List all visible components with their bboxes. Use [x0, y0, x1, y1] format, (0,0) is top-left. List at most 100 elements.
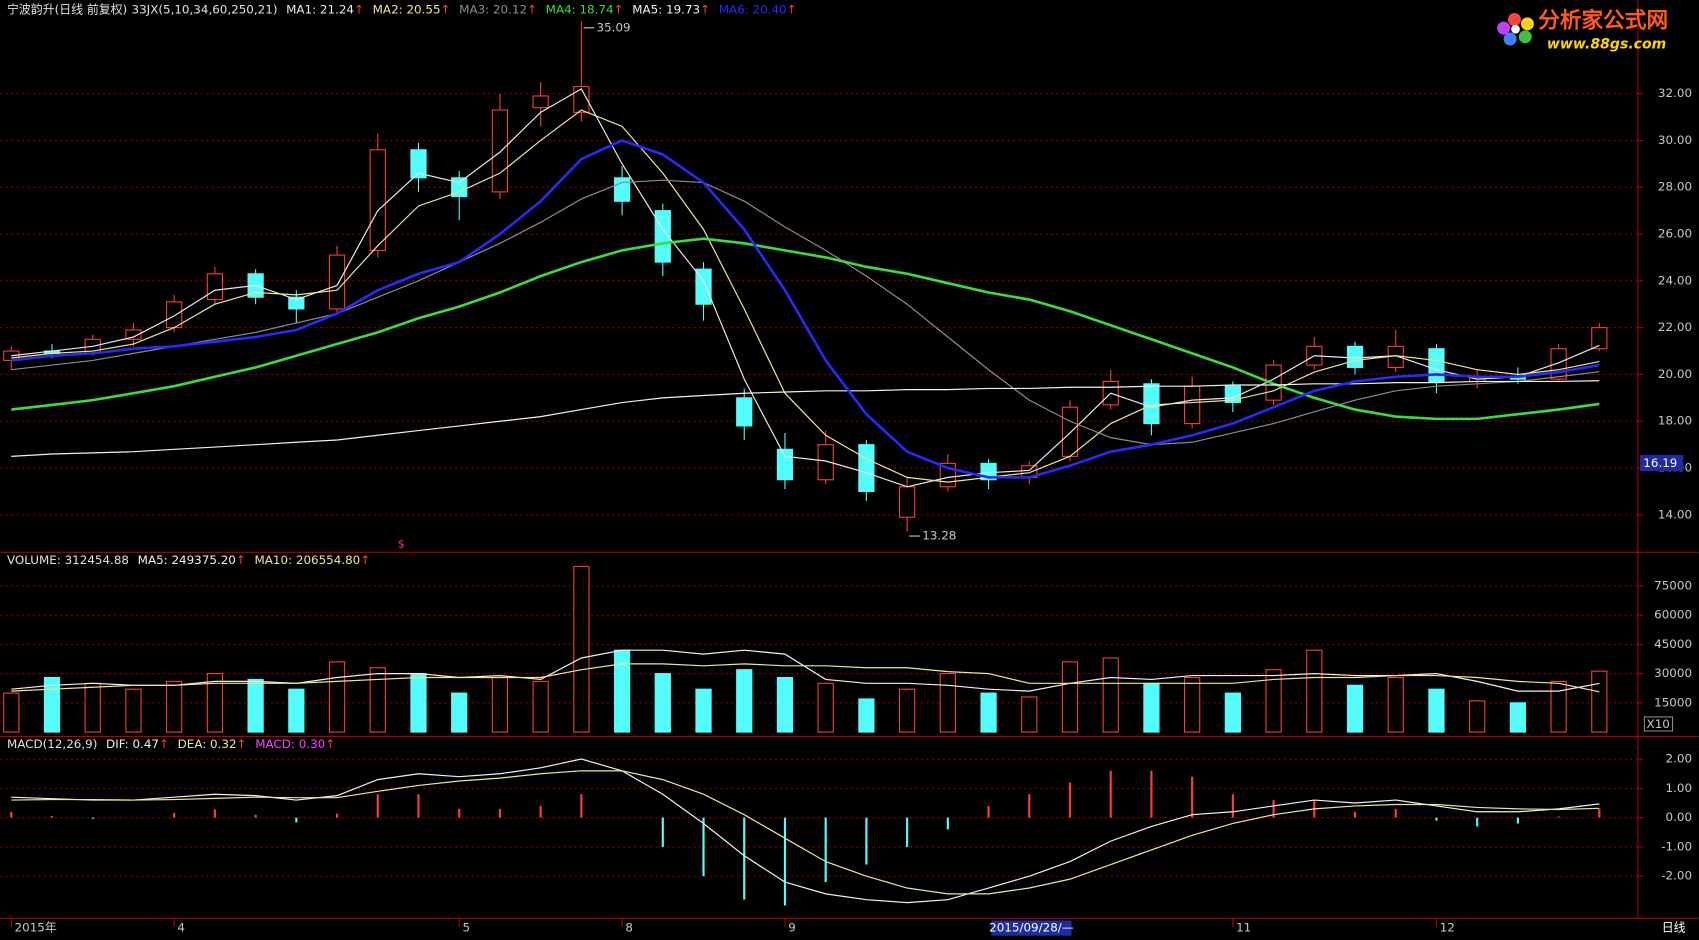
logo-petal	[1518, 30, 1532, 44]
y-tick-label: 14.00	[1658, 507, 1692, 521]
volume-bar	[84, 682, 101, 733]
volume-bar	[1387, 676, 1404, 733]
legend-entry: MA5: 249375.20	[138, 552, 236, 566]
y-tick-label: 32.00	[1658, 86, 1692, 100]
y-tick-label: 30.00	[1658, 133, 1692, 147]
x-tick-label: 4	[177, 921, 185, 935]
unit-box	[1643, 716, 1674, 732]
ma-line	[11, 663, 1600, 693]
candle-body	[776, 448, 794, 481]
candle-body	[1550, 348, 1567, 380]
candle-body	[1591, 327, 1608, 350]
candle-body	[328, 254, 346, 310]
candle-body	[736, 397, 753, 427]
volume-bar	[410, 673, 427, 733]
ma-line	[11, 88, 1600, 488]
volume-bar	[654, 673, 671, 733]
candle-body	[288, 296, 305, 310]
header-text: 宁波韵升(日线 前复权)	[7, 2, 127, 16]
cursor-date-box	[991, 920, 1072, 936]
volume-bar	[369, 667, 386, 733]
candle-body	[532, 95, 549, 109]
volume-bar	[736, 669, 753, 733]
legend-arrow: ↑	[614, 2, 624, 16]
volume-bar	[1550, 680, 1567, 733]
y-tick-label: 18.00	[1658, 414, 1692, 428]
volume-bar	[288, 688, 305, 733]
volume-bar	[1102, 657, 1119, 733]
candle-body	[451, 177, 468, 198]
legend-arrow: ↑	[700, 2, 710, 16]
logo-name: 分析家公式网	[1538, 8, 1668, 34]
x-tick-label: 8	[625, 921, 633, 935]
logo: 分析家公式网 www.88gs.com	[1497, 8, 1668, 52]
ma-line	[11, 380, 1600, 457]
volume-bar	[1265, 669, 1282, 733]
candle-body	[1428, 348, 1445, 383]
volume-bar	[1061, 661, 1079, 733]
ma-line	[11, 139, 1600, 479]
legend-entry: MA4: 18.74	[546, 2, 614, 16]
candle-body	[125, 329, 142, 340]
panel-header: MACD(12,26,9) DIF: 0.47↑ DEA: 0.32↑ MACD: 0…	[7, 736, 335, 750]
volume-bar	[573, 565, 590, 733]
candle-body	[1061, 406, 1079, 457]
volume-bar	[1224, 692, 1241, 733]
volume-bar	[125, 688, 142, 733]
volume-bar	[1469, 700, 1486, 733]
x-tick-label: 5	[462, 921, 470, 935]
volume-bar	[1021, 696, 1038, 733]
ma-line	[11, 649, 1600, 692]
candle-body	[858, 444, 875, 492]
ma-line	[11, 109, 1600, 483]
legend-entry: MA10: 206554.80	[255, 552, 361, 566]
candle-body	[410, 149, 427, 179]
cursor-date: 2015/09/28/—	[989, 921, 1074, 935]
y-tick-label: 30000	[1654, 666, 1692, 680]
volume-bar	[1428, 688, 1445, 733]
volume-bar	[613, 649, 631, 733]
logo-petal	[1503, 32, 1517, 46]
y-tick-label: 45000	[1654, 637, 1692, 651]
legend-arrow: ↑	[237, 736, 247, 750]
header-text: VOLUME: 312454.88	[7, 552, 129, 566]
candle-body	[166, 301, 183, 329]
y-tick-label: 26.00	[1658, 227, 1692, 241]
cursor-price-box	[1640, 454, 1684, 472]
volume-bar	[1184, 676, 1201, 733]
volume-bar	[206, 673, 224, 733]
period: 日线	[1662, 921, 1686, 935]
volume-bar	[166, 680, 183, 733]
y-tick-label: -2.00	[1661, 869, 1692, 883]
legend-entry: MA5: 19.73	[632, 2, 700, 16]
x-tick-label: 11	[1236, 921, 1251, 935]
candle-body	[1184, 385, 1201, 425]
logo-petal	[1507, 12, 1521, 26]
y-tick-label: -1.00	[1661, 839, 1692, 853]
legend-arrow: ↑	[325, 736, 335, 750]
y-tick-label: 28.00	[1658, 180, 1692, 194]
volume-bar	[776, 676, 794, 733]
cursor-price: 16.19	[1643, 456, 1677, 470]
candle-body	[695, 268, 712, 305]
volume-bar	[858, 698, 875, 733]
volume-bar	[1346, 684, 1364, 733]
candle-body	[573, 86, 590, 113]
x-tick-label: 2015年	[15, 921, 57, 935]
y-tick-label: 24.00	[1658, 273, 1692, 287]
logo-url: www.88gs.com	[1547, 36, 1666, 52]
legend-entry: MACD: 0.30	[255, 736, 325, 750]
legend-arrow: ↑	[354, 2, 364, 16]
legend-entry: DEA: 0.32	[178, 736, 237, 750]
legend-entry: MA1: 21.24	[286, 2, 354, 16]
volume-bar	[491, 676, 509, 733]
volume-bar	[980, 692, 997, 733]
volume-bar	[247, 678, 264, 733]
y-tick-label: 2.00	[1666, 752, 1693, 766]
header-text: 33JX(5,10,34,60,250,21)	[132, 2, 278, 16]
legend-arrow: ↑	[787, 2, 797, 16]
legend-entry: MA6: 20.40	[719, 2, 787, 16]
legend-arrow: ↑	[360, 552, 370, 566]
